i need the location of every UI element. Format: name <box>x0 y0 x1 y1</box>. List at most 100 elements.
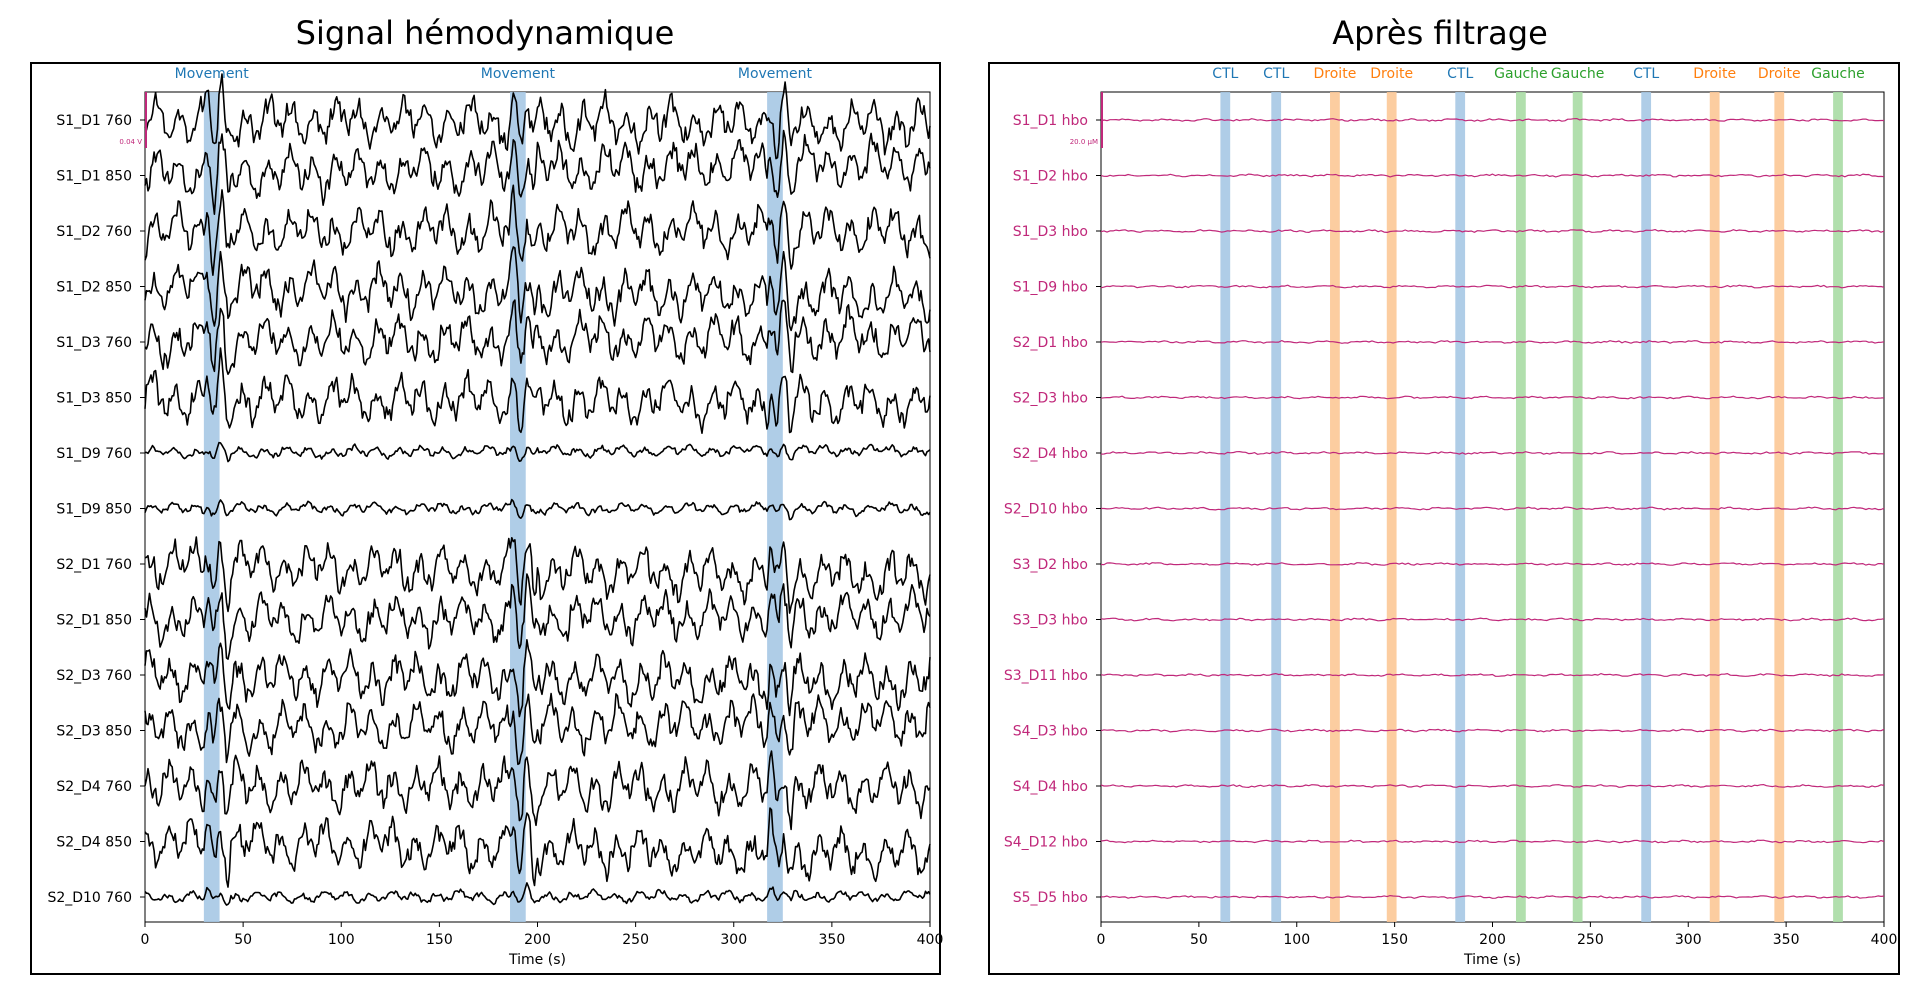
x-tick-label: 250 <box>1577 932 1604 948</box>
trace-line <box>1100 839 1885 844</box>
annotation-band <box>1641 92 1652 922</box>
trace-line <box>1100 173 1885 178</box>
trace-line <box>1100 451 1884 455</box>
trace-line <box>144 246 931 332</box>
x-tick-label: 300 <box>720 932 747 948</box>
channel-label: S2_D1 760 <box>56 557 132 573</box>
scale-bar-label: 0.04 V <box>119 138 142 146</box>
channel-label: S4_D4 hbo <box>1013 779 1088 795</box>
trace-line <box>144 129 931 215</box>
left-panel-title: Signal hémodynamique <box>295 14 675 52</box>
x-axis-title: Time (s) <box>1463 952 1521 968</box>
x-tick-label: 250 <box>622 932 649 948</box>
plot-area <box>1100 91 1885 923</box>
x-tick-label: 150 <box>1381 932 1408 948</box>
channel-label: S4_D12 hbo <box>1004 835 1088 851</box>
annotation-label: Movement <box>481 66 556 82</box>
annotation-band <box>1709 92 1720 922</box>
annotation-band <box>1572 92 1583 922</box>
annotation-band <box>1774 92 1785 922</box>
x-tick-label: 100 <box>328 932 355 948</box>
annotation-label: CTL <box>1212 66 1238 82</box>
x-tick-label: 400 <box>917 932 944 948</box>
trace-line <box>144 573 931 660</box>
trace-line <box>144 750 931 831</box>
x-tick-label: 200 <box>1479 932 1506 948</box>
channel-label: S1_D9 760 <box>56 446 132 462</box>
channel-label: S3_D3 hbo <box>1013 613 1088 629</box>
channel-label: S3_D2 hbo <box>1013 557 1088 573</box>
right-panel-title: Après filtrage <box>1332 14 1548 52</box>
annotation-label: CTL <box>1633 66 1659 82</box>
channel-label: S4_D3 hbo <box>1013 724 1088 740</box>
annotation-label: Droite <box>1693 66 1736 82</box>
channel-label: S1_D1 760 <box>56 113 132 129</box>
channel-label: S3_D11 hbo <box>1004 668 1088 684</box>
channel-label: S2_D4 850 <box>56 835 132 851</box>
x-tick-label: 100 <box>1283 932 1310 948</box>
channel-label: S2_D3 850 <box>56 724 132 740</box>
x-tick-label: 50 <box>234 932 252 948</box>
channel-label: S1_D1 hbo <box>1013 113 1088 129</box>
x-tick-label: 0 <box>1097 932 1106 948</box>
x-tick-label: 350 <box>1773 932 1800 948</box>
x-tick-label: 0 <box>141 932 150 948</box>
annotation-label: Movement <box>175 66 250 82</box>
channel-label: S1_D3 760 <box>56 335 132 351</box>
annotation-label: Gauche <box>1551 66 1604 82</box>
channel-label: S1_D9 hbo <box>1013 280 1088 296</box>
trace-line <box>1100 728 1885 733</box>
channel-label: S5_D5 hbo <box>1013 890 1088 906</box>
channel-label: S1_D2 hbo <box>1013 169 1088 185</box>
x-tick-label: 150 <box>426 932 453 948</box>
channel-label: S2_D1 hbo <box>1013 335 1088 351</box>
channel-label: S2_D1 850 <box>56 613 132 629</box>
trace-line <box>1100 229 1885 233</box>
trace-line <box>1101 506 1885 511</box>
annotation-band <box>1386 92 1397 922</box>
annotation-label: CTL <box>1447 66 1473 82</box>
trace-line <box>144 882 931 906</box>
trace-line <box>144 73 931 160</box>
scale-bar-label: 20.0 µM <box>1070 138 1098 146</box>
trace-line <box>144 184 931 276</box>
channel-label: S2_D3 hbo <box>1013 391 1088 407</box>
channel-label: S1_D3 850 <box>56 391 132 407</box>
trace-line <box>144 692 931 766</box>
channel-label: S2_D3 760 <box>56 668 132 684</box>
annotation-band <box>1220 92 1231 922</box>
annotation-band <box>1515 92 1526 922</box>
trace-line <box>1100 617 1885 622</box>
annotation-band <box>1330 92 1340 922</box>
channel-label: S1_D9 850 <box>56 502 132 518</box>
trace-line <box>1100 673 1885 677</box>
channel-label: S1_D2 850 <box>56 280 132 296</box>
channel-label: S2_D10 760 <box>47 890 132 906</box>
channel-label: S1_D1 850 <box>56 169 132 185</box>
annotation-label: Gauche <box>1811 66 1864 82</box>
annotation-label: Droite <box>1314 66 1357 82</box>
annotation-band <box>1455 92 1466 922</box>
trace-line <box>1100 562 1885 566</box>
x-axis-title: Time (s) <box>508 952 566 968</box>
annotation-label: Droite <box>1758 66 1801 82</box>
x-tick-label: 350 <box>819 932 846 948</box>
trace-line <box>144 807 931 888</box>
trace-line <box>1100 784 1885 788</box>
trace-line <box>145 441 931 463</box>
trace-line <box>1100 118 1884 122</box>
x-tick-label: 50 <box>1190 932 1208 948</box>
annotation-label: Gauche <box>1494 66 1547 82</box>
channel-label: S2_D4 hbo <box>1013 446 1088 462</box>
trace-line <box>1100 340 1885 344</box>
channel-label: S2_D10 hbo <box>1004 502 1088 518</box>
x-tick-label: 300 <box>1675 932 1702 948</box>
x-tick-label: 400 <box>1871 932 1898 948</box>
trace-line <box>144 299 931 375</box>
channel-label: S1_D2 760 <box>56 224 132 240</box>
trace-line <box>1100 895 1885 899</box>
channel-label: S2_D4 760 <box>56 779 132 795</box>
trace-line <box>1100 284 1885 289</box>
